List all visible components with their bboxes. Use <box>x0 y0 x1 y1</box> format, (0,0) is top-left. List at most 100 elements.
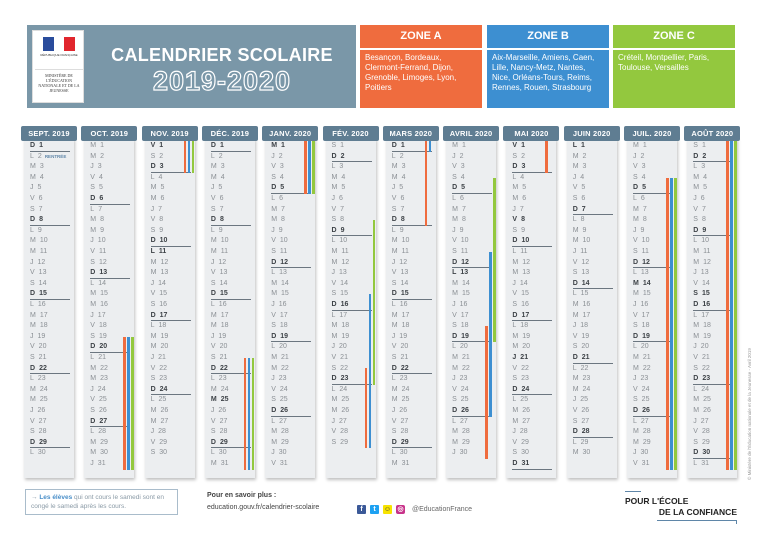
day-row: M 15 <box>452 289 492 300</box>
day-number: 29 <box>580 438 589 446</box>
day-number: 19 <box>218 332 227 340</box>
weekday: D <box>633 258 639 266</box>
day-row: M 27 <box>151 417 191 428</box>
weekday: M <box>512 417 519 425</box>
weekday: D <box>512 385 518 393</box>
weekday: J <box>391 332 396 340</box>
day-row: L 28 <box>90 427 130 438</box>
weekday: M <box>512 184 519 192</box>
weekday: J <box>391 184 396 192</box>
day-row: M 22 <box>633 364 673 375</box>
day-number: 16 <box>640 301 649 308</box>
instagram-icon[interactable]: ◎ <box>396 505 405 514</box>
day-row: M 15 <box>633 289 673 300</box>
weekday: J <box>572 248 577 255</box>
day-number: 26 <box>98 407 107 414</box>
day-number: 8 <box>521 216 525 224</box>
day-number: 7 <box>158 205 162 213</box>
day-number: 23 <box>37 375 46 383</box>
weekday: M <box>90 290 97 298</box>
weekday: S <box>30 205 35 213</box>
month-header: JUIL. 2020 <box>624 126 680 141</box>
day-number: 31 <box>641 460 650 467</box>
day-number: 9 <box>640 226 645 234</box>
weekday: M <box>271 216 278 224</box>
weekday: M <box>271 205 278 213</box>
day-row: J 10 <box>90 236 130 247</box>
day-row: M 19 <box>512 332 552 343</box>
day-number: 24 <box>97 385 106 393</box>
day-row: J 28 <box>151 427 191 438</box>
day-number: 20 <box>339 343 347 351</box>
day-number: 5 <box>522 184 527 192</box>
weekday: S <box>693 290 698 298</box>
day-number: 3 <box>521 163 526 171</box>
day-row: M 23 <box>90 374 130 385</box>
weekday: L <box>391 152 396 160</box>
day-number: 8 <box>281 216 285 224</box>
vacation-bar-zone-c <box>493 177 496 343</box>
day-number: 9 <box>340 226 345 234</box>
day-number: 25 <box>641 396 650 404</box>
day-number: 2 <box>582 152 587 160</box>
day-number: 1 <box>159 142 164 149</box>
weekday: V <box>452 163 457 171</box>
day-row: V 29 <box>512 438 552 449</box>
weekday: M <box>150 407 157 414</box>
zone-label: ZONE C <box>613 25 735 48</box>
day-number: 8 <box>701 216 706 224</box>
zone-a: ZONE A Besançon, Bordeaux, Clermont-Ferra… <box>360 25 482 108</box>
day-row: M 25 <box>392 395 432 406</box>
vacation-bar-zone-a <box>364 368 367 449</box>
weekday: J <box>30 258 34 266</box>
day-row: M 26 <box>332 406 372 417</box>
snapchat-icon[interactable]: ☺ <box>383 505 392 514</box>
day-number: 28 <box>158 428 166 436</box>
weekday: L <box>512 396 517 404</box>
weekday: V <box>271 311 276 319</box>
weekday: M <box>693 258 700 266</box>
weekday: V <box>331 428 337 436</box>
day-number: 8 <box>219 216 224 224</box>
weekday: S <box>391 205 397 213</box>
weekday: D <box>331 301 337 308</box>
day-number: 29 <box>461 438 470 446</box>
weekday: M <box>90 438 97 446</box>
day-number: 10 <box>401 237 410 245</box>
day-number: 11 <box>158 248 167 255</box>
more-info-link[interactable]: education.gouv.fr/calendrier-scolaire <box>207 504 320 511</box>
weekday: V <box>512 216 518 224</box>
month-header: MARS 2020 <box>382 126 439 141</box>
day-number: 17 <box>159 311 168 319</box>
month-body: D 1 L 2 RENTRÉE M 3 M 4 J 5 V 6 S 7 D 8 L 9 M 10 M 11 J 12 V 13 S 14… <box>24 138 74 478</box>
twitter-icon[interactable]: t <box>370 505 379 514</box>
day-row: M 24 <box>392 385 432 396</box>
weekday: D <box>271 407 277 414</box>
day-number: 3 <box>39 163 44 171</box>
day-number: 4 <box>279 173 284 181</box>
weekday: S <box>391 428 397 436</box>
day-number: 13 <box>99 269 108 277</box>
facebook-icon[interactable]: f <box>357 505 366 514</box>
weekday: L <box>150 248 155 255</box>
saturday-note: → Les élèves qui ont cours le samedi son… <box>25 489 178 515</box>
day-row: V 28 <box>332 427 372 438</box>
weekday: M <box>210 460 217 467</box>
social-handle[interactable]: @EducationFrance <box>412 506 473 513</box>
weekday: L <box>90 279 95 287</box>
day-number: 14 <box>701 279 710 287</box>
weekday: M <box>633 354 639 361</box>
month-body: M 1 J 2 V 3 S 4 D 5 L 6 M 7 M 8 J 9 V 10 S 11 D 12 L 13 M 14 M 15 J 16 V… <box>265 138 316 478</box>
weekday: D <box>452 407 458 414</box>
